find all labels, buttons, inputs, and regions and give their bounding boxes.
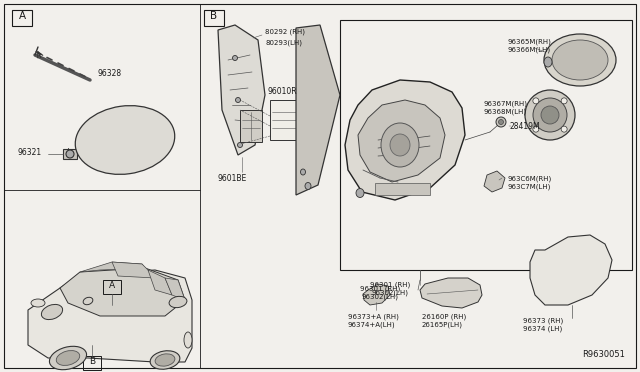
Bar <box>103 280 121 294</box>
Ellipse shape <box>381 123 419 167</box>
Ellipse shape <box>544 57 552 67</box>
Bar <box>204 10 224 26</box>
Text: 96365M(RH): 96365M(RH) <box>508 38 552 45</box>
Polygon shape <box>148 270 172 295</box>
Ellipse shape <box>155 354 175 366</box>
Polygon shape <box>363 284 390 305</box>
Polygon shape <box>112 262 155 278</box>
Ellipse shape <box>533 98 567 132</box>
Ellipse shape <box>42 304 63 320</box>
Text: 96301 (RH): 96301 (RH) <box>360 286 400 292</box>
Polygon shape <box>218 25 265 155</box>
Ellipse shape <box>169 296 187 308</box>
Ellipse shape <box>356 189 364 198</box>
Ellipse shape <box>232 55 237 61</box>
Ellipse shape <box>533 98 539 104</box>
Ellipse shape <box>184 332 192 348</box>
Text: 96301 (RH): 96301 (RH) <box>370 282 410 289</box>
Bar <box>83 356 101 370</box>
Bar <box>375 183 430 195</box>
Polygon shape <box>296 25 340 195</box>
Ellipse shape <box>499 119 504 125</box>
Ellipse shape <box>56 350 80 365</box>
Polygon shape <box>80 262 145 272</box>
Ellipse shape <box>150 351 180 369</box>
Polygon shape <box>358 100 445 182</box>
Bar <box>240 110 262 142</box>
Text: 96373+A (RH): 96373+A (RH) <box>348 314 399 321</box>
Text: 96302(LH): 96302(LH) <box>371 290 408 296</box>
Text: 96374+A(LH): 96374+A(LH) <box>348 322 396 328</box>
Bar <box>12 10 32 26</box>
Ellipse shape <box>236 97 241 103</box>
Text: A: A <box>109 281 115 290</box>
Text: 80292 (RH): 80292 (RH) <box>265 28 305 35</box>
Text: 9601BE: 9601BE <box>218 174 246 183</box>
Bar <box>340 20 632 270</box>
Text: 96321: 96321 <box>17 148 41 157</box>
Text: 28419M: 28419M <box>510 122 541 131</box>
Ellipse shape <box>390 134 410 156</box>
Ellipse shape <box>561 126 567 132</box>
Polygon shape <box>420 278 482 308</box>
Ellipse shape <box>237 142 243 148</box>
Text: 96328: 96328 <box>97 68 121 77</box>
Text: R9630051: R9630051 <box>582 350 625 359</box>
Ellipse shape <box>83 297 93 305</box>
Ellipse shape <box>561 98 567 104</box>
Text: 26165P(LH): 26165P(LH) <box>422 322 463 328</box>
Ellipse shape <box>533 126 539 132</box>
Text: B: B <box>211 11 218 21</box>
Text: 96010R: 96010R <box>268 87 298 96</box>
Polygon shape <box>165 278 185 300</box>
Polygon shape <box>345 80 465 200</box>
Ellipse shape <box>525 90 575 140</box>
Text: 80293(LH): 80293(LH) <box>265 39 302 45</box>
Text: 96368M(LH): 96368M(LH) <box>483 108 526 115</box>
Text: 96302(LH): 96302(LH) <box>362 294 399 301</box>
Text: 96366M(LH): 96366M(LH) <box>508 46 551 52</box>
Polygon shape <box>60 268 185 316</box>
Ellipse shape <box>301 169 305 175</box>
Text: 96367M(RH): 96367M(RH) <box>483 100 527 106</box>
Ellipse shape <box>544 34 616 86</box>
Bar <box>63 149 77 159</box>
Text: 96373 (RH): 96373 (RH) <box>523 318 563 324</box>
Polygon shape <box>484 171 505 192</box>
Ellipse shape <box>305 183 311 189</box>
Text: 963C6M(RH): 963C6M(RH) <box>508 175 552 182</box>
Ellipse shape <box>552 40 608 80</box>
Bar <box>270 100 298 140</box>
Polygon shape <box>530 235 612 305</box>
Text: 26160P (RH): 26160P (RH) <box>422 314 467 321</box>
Polygon shape <box>28 270 192 362</box>
Text: A: A <box>19 11 26 21</box>
Ellipse shape <box>541 106 559 124</box>
Ellipse shape <box>49 346 86 370</box>
Ellipse shape <box>31 299 45 307</box>
Text: 963C7M(LH): 963C7M(LH) <box>508 183 552 189</box>
Text: B: B <box>89 357 95 366</box>
Ellipse shape <box>76 106 175 174</box>
Text: 96374 (LH): 96374 (LH) <box>524 326 563 333</box>
Ellipse shape <box>66 150 74 158</box>
Ellipse shape <box>496 117 506 127</box>
